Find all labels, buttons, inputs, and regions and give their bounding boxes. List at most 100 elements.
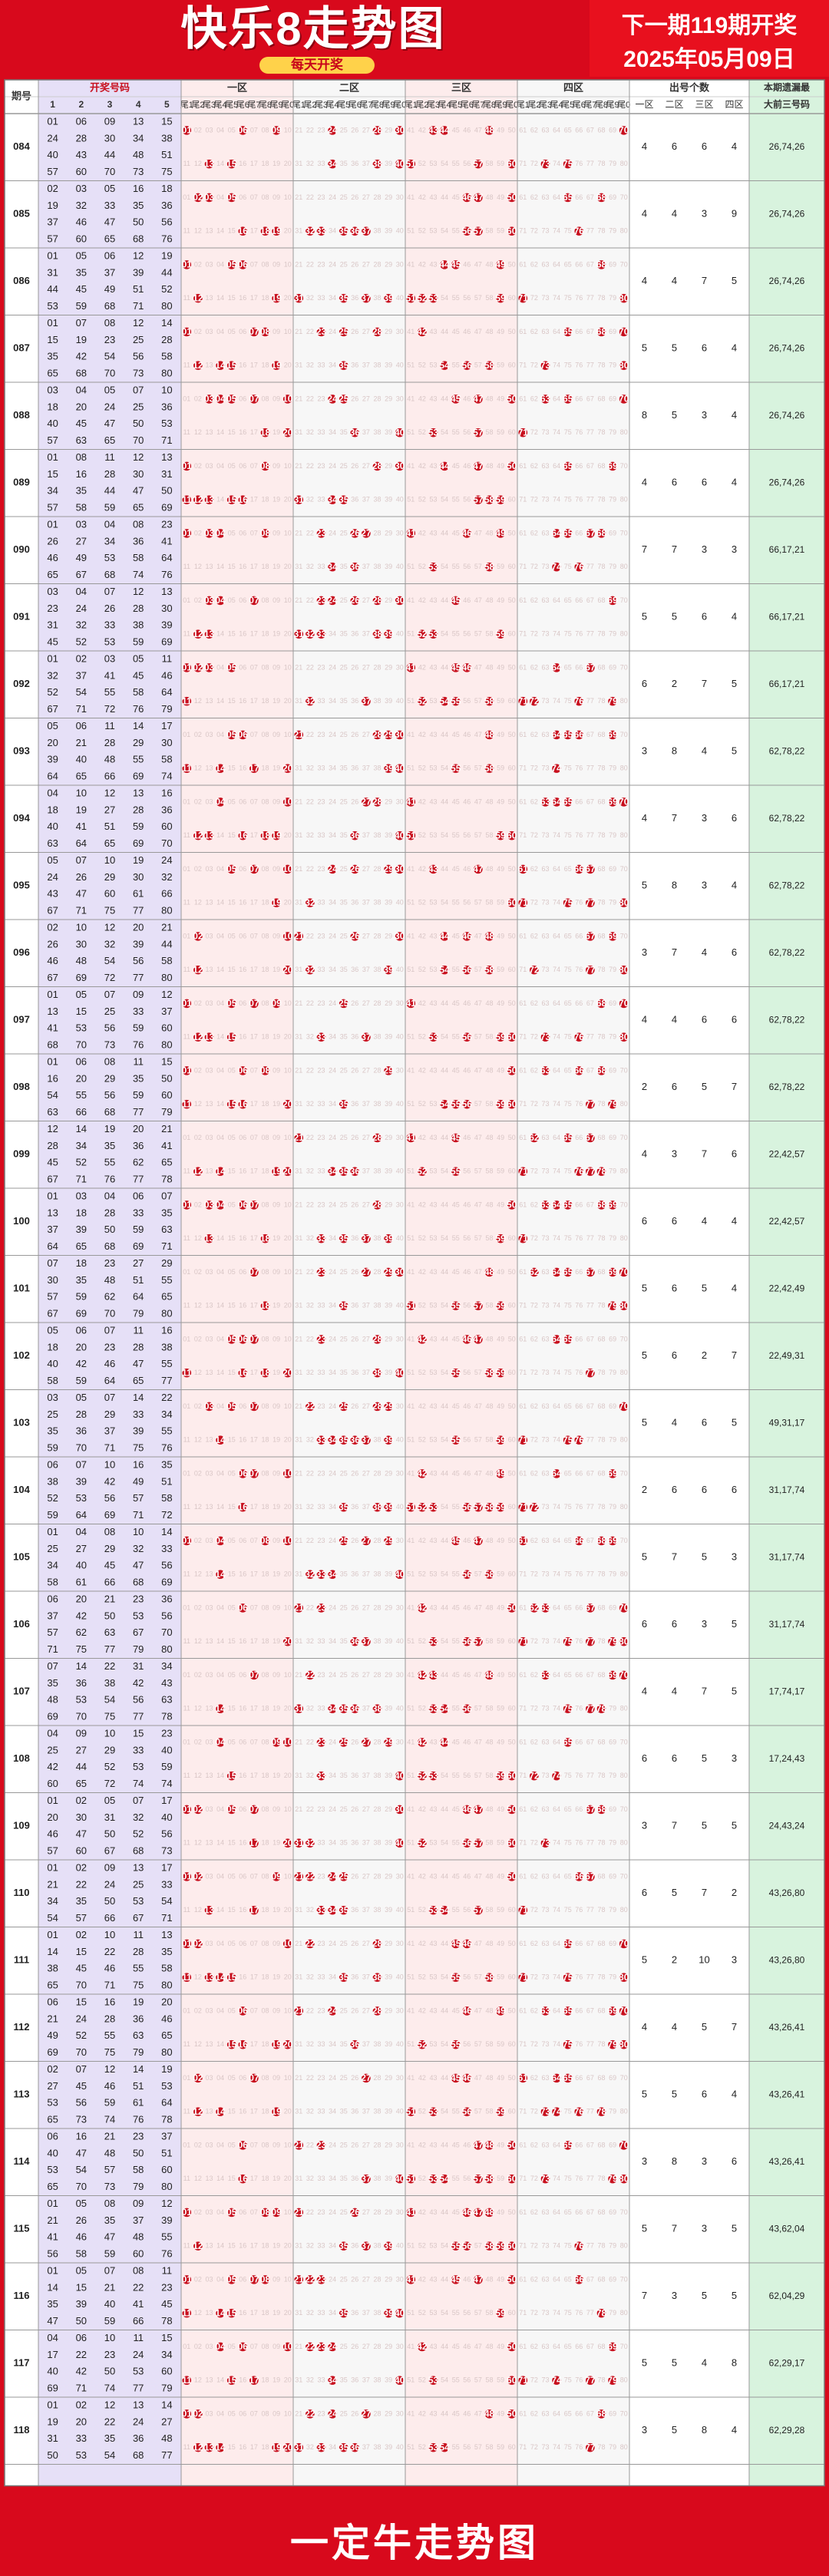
- ball-number: 64: [551, 1267, 562, 1277]
- faint-number: 08: [261, 2343, 269, 2350]
- winning-number: 55: [161, 1358, 172, 1369]
- zone-count: 5: [702, 2290, 707, 2301]
- winning-number: 40: [47, 418, 58, 429]
- winning-number: 13: [133, 1861, 144, 1873]
- faint-number: 80: [620, 2108, 628, 2115]
- faint-number: 14: [216, 2040, 224, 2048]
- winning-number: 31: [104, 1811, 115, 1823]
- faint-number: 02: [194, 2141, 202, 2148]
- faint-number: 39: [385, 1772, 392, 1779]
- faint-number: 40: [396, 227, 404, 235]
- faint-number: 34: [329, 2175, 336, 2182]
- faint-number: 19: [272, 1973, 280, 1981]
- faint-number: 34: [329, 1302, 336, 1309]
- faint-number: 13: [205, 2108, 213, 2115]
- faint-number: 22: [306, 1469, 314, 1477]
- faint-number: 38: [373, 2175, 381, 2182]
- faint-number: 02: [194, 1603, 202, 1611]
- winning-number: 39: [161, 619, 172, 631]
- faint-number: 73: [541, 630, 549, 638]
- ball-08: [260, 327, 270, 337]
- faint-number: 57: [474, 697, 482, 705]
- faint-number: 04: [216, 1268, 224, 1276]
- faint-number: 04: [216, 1940, 224, 1947]
- ball-number: 74: [551, 1770, 562, 1781]
- ball-76: [574, 226, 584, 236]
- ball-number: 06: [238, 2341, 249, 2352]
- faint-number: 01: [183, 865, 190, 873]
- winning-number: 74: [104, 2114, 115, 2125]
- faint-number: 38: [373, 899, 381, 907]
- ball-number: 27: [361, 1267, 372, 1277]
- winning-number: 77: [133, 1711, 144, 1722]
- faint-number: 34: [329, 1100, 336, 1108]
- faint-number: 41: [407, 2409, 414, 2417]
- faint-number: 49: [497, 999, 504, 1007]
- ball-number: 59: [495, 2106, 506, 2117]
- ball-number: 35: [339, 1435, 349, 1445]
- faint-number: 71: [519, 2108, 527, 2115]
- faint-number: 26: [351, 2409, 358, 2417]
- faint-number: 02: [194, 462, 202, 470]
- zone-count: 3: [702, 543, 707, 555]
- faint-number: 31: [295, 362, 302, 369]
- faint-number: 55: [452, 1772, 460, 1779]
- winning-number: 68: [104, 1106, 115, 1118]
- winning-number: 66: [161, 888, 172, 900]
- faint-number: 03: [205, 328, 213, 335]
- faint-number: 42: [418, 2141, 426, 2148]
- ball-number: 67: [585, 1804, 596, 1815]
- faint-number: 63: [541, 865, 549, 873]
- faint-number: 40: [396, 1973, 404, 1981]
- ball-number: 46: [462, 528, 473, 539]
- faint-number: 68: [597, 2208, 605, 2216]
- faint-number: 02: [194, 2275, 202, 2283]
- faint-number: 32: [306, 2040, 314, 2048]
- faint-number: 64: [553, 193, 560, 201]
- ball-number: 53: [428, 1501, 439, 1512]
- faint-number: 21: [295, 1335, 302, 1342]
- ball-number: 42: [417, 1603, 428, 1613]
- ball-number: 26: [350, 528, 361, 539]
- faint-number: 55: [452, 428, 460, 436]
- winning-number: 40: [47, 2147, 58, 2158]
- winning-number: 65: [161, 1157, 172, 1168]
- winning-number: 39: [133, 266, 144, 278]
- faint-number: 18: [261, 2040, 269, 2048]
- winning-number: 58: [161, 1492, 172, 1504]
- faint-number: 58: [485, 1167, 493, 1175]
- header-zone: 三区: [451, 81, 471, 93]
- faint-number: 70: [620, 529, 628, 537]
- ball-number: 25: [339, 998, 349, 1009]
- faint-number: 26: [351, 1335, 358, 1342]
- faint-number: 26: [351, 1805, 358, 1813]
- ball-number: 79: [607, 695, 618, 706]
- faint-number: 28: [373, 1603, 381, 1611]
- ball-number: 34: [327, 1904, 338, 1915]
- faint-number: 57: [474, 630, 482, 638]
- faint-number: 22: [306, 2208, 314, 2216]
- faint-number: 10: [284, 126, 292, 134]
- winning-number: 79: [161, 1106, 172, 1118]
- faint-number: 03: [205, 2006, 213, 2014]
- faint-number: 08: [261, 1805, 269, 1813]
- winning-number: 16: [76, 468, 87, 480]
- faint-number: 54: [441, 1033, 448, 1041]
- faint-number: 37: [362, 630, 370, 638]
- faint-number: 57: [474, 966, 482, 973]
- faint-number: 62: [530, 1940, 538, 1947]
- faint-number: 33: [317, 697, 325, 705]
- faint-number: 43: [429, 2409, 437, 2417]
- faint-number: 16: [239, 2108, 246, 2115]
- faint-number: 63: [541, 126, 549, 134]
- faint-number: 05: [228, 1537, 236, 1544]
- faint-number: 39: [385, 1906, 392, 1914]
- faint-number: 08: [261, 2074, 269, 2082]
- next-draw-box: 下一期119期开奖 2025年05月09日: [590, 0, 829, 77]
- faint-number: 30: [396, 1469, 404, 1477]
- faint-number: 38: [373, 2309, 381, 2317]
- winning-number: 09: [76, 1727, 87, 1739]
- winning-number: 04: [76, 1526, 87, 1537]
- faint-number: 04: [216, 462, 224, 470]
- winning-number: 67: [133, 1627, 144, 1638]
